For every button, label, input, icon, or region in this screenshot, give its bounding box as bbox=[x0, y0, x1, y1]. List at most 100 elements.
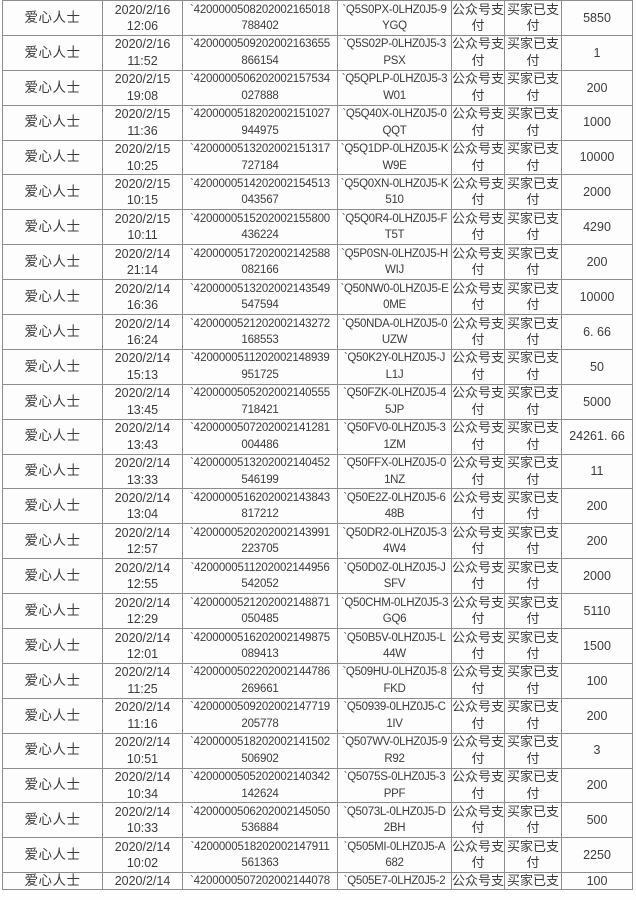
pay-status-cell: 买家已支 付 bbox=[504, 837, 562, 874]
donor-cell: 爱心人士 bbox=[2, 662, 103, 699]
pay-channel-cell: 公众号支 付 bbox=[451, 104, 505, 141]
datetime-cell: 2020/2/14 10:33 bbox=[102, 802, 183, 839]
transaction-id-cell: `4200000505202002140555 718421 bbox=[182, 383, 338, 420]
order-id-cell: `Q5P0SN-0LHZ0J5-H WIJ bbox=[337, 244, 452, 281]
table-row: 爱心人士 2020/2/14 10:51 `420000051820200214… bbox=[2, 732, 633, 769]
pay-status-cell: 买家已支 付 bbox=[504, 453, 562, 490]
table-row: 爱心人士 2020/2/14 13:04 `420000051620200214… bbox=[2, 488, 633, 525]
table-row: 爱心人士 2020/2/14 12:55 `420000051120200214… bbox=[2, 558, 633, 595]
pay-channel-cell: 公众号支 付 bbox=[451, 209, 505, 246]
pay-status-cell: 买家已支 付 bbox=[504, 69, 562, 106]
pay-channel-cell: 公众号支 付 bbox=[451, 662, 505, 699]
pay-status-cell: 买家已支 付 bbox=[504, 628, 562, 664]
transaction-id-cell: `4200000509202002163655 866154 bbox=[182, 34, 338, 71]
donor-cell: 爱心人士 bbox=[2, 34, 103, 71]
amount-cell: 200 bbox=[561, 523, 633, 560]
datetime-cell: 2020/2/16 12:06 bbox=[102, 0, 183, 36]
pay-channel-cell: 公众号支 付 bbox=[451, 418, 505, 455]
pay-channel-cell: 公众号支 付 bbox=[451, 279, 505, 316]
transaction-id-cell: `4200000507202002144078 bbox=[182, 872, 338, 891]
pay-channel-cell: 公众号支 付 bbox=[451, 802, 505, 839]
transaction-id-cell: `4200000513202002151317 727184 bbox=[182, 139, 338, 176]
order-id-cell: `Q5S02P-0LHZ0J5-3 PSX bbox=[337, 34, 452, 71]
order-id-cell: `Q50NW0-0LHZ0J5-E 0ME bbox=[337, 279, 452, 316]
amount-cell: 2250 bbox=[561, 837, 633, 874]
donor-cell: 爱心人士 bbox=[2, 697, 103, 734]
transaction-id-cell: `4200000511202002144956 542052 bbox=[182, 558, 338, 595]
order-id-cell: `Q507WV-0LHZ0J5-9 R92 bbox=[337, 732, 452, 769]
pay-status-cell: 买家已支 付 bbox=[504, 523, 562, 560]
pay-status-cell: 买家已支 付 bbox=[504, 279, 562, 316]
pay-status-cell: 买家已支 付 bbox=[504, 662, 562, 699]
donor-cell: 爱心人士 bbox=[2, 593, 103, 630]
datetime-cell: 2020/2/14 10:51 bbox=[102, 732, 183, 769]
datetime-cell: 2020/2/14 12:01 bbox=[102, 628, 183, 664]
pay-channel-cell: 公众号支 付 bbox=[451, 453, 505, 490]
table-row: 爱心人士 2020/2/14 10:02 `420000051820200214… bbox=[2, 837, 633, 874]
order-id-cell: `Q5075S-0LHZ0J5-3 PPF bbox=[337, 767, 452, 804]
datetime-cell: 2020/2/14 13:04 bbox=[102, 488, 183, 525]
transaction-id-cell: `4200000513202002143549 547594 bbox=[182, 279, 338, 316]
donor-cell: 爱心人士 bbox=[2, 453, 103, 490]
table-row: 爱心人士 2020/2/14 16:36 `420000051320200214… bbox=[2, 279, 633, 316]
datetime-cell: 2020/2/14 21:14 bbox=[102, 244, 183, 281]
amount-cell: 2000 bbox=[561, 174, 633, 211]
pay-channel-cell: 公众号支 付 bbox=[451, 593, 505, 630]
donor-cell: 爱心人士 bbox=[2, 0, 103, 36]
pay-status-cell: 买家已支 付 bbox=[504, 174, 562, 211]
transaction-id-cell: `4200000514202002154513 043567 bbox=[182, 174, 338, 211]
table-row: 爱心人士 2020/2/15 19:08 `420000050620200215… bbox=[2, 69, 633, 106]
table-row: 爱心人士 2020/2/15 10:25 `420000051320200215… bbox=[2, 139, 633, 176]
transaction-id-cell: `4200000506202002157534 027888 bbox=[182, 69, 338, 106]
amount-cell: 1000 bbox=[561, 104, 633, 141]
table-row: 爱心人士 2020/2/14 12:57 `420000052020200214… bbox=[2, 523, 633, 560]
pay-channel-cell: 公众号支 付 bbox=[451, 837, 505, 874]
donor-cell: 爱心人士 bbox=[2, 383, 103, 420]
amount-cell: 50 bbox=[561, 348, 633, 385]
pay-status-cell: 买家已支 付 bbox=[504, 209, 562, 246]
datetime-cell: 2020/2/14 12:55 bbox=[102, 558, 183, 595]
donor-cell: 爱心人士 bbox=[2, 348, 103, 385]
pay-status-cell: 买家已支 bbox=[504, 872, 562, 891]
transaction-id-cell: `4200000515202002155800 436224 bbox=[182, 209, 338, 246]
table-row: 爱心人士 2020/2/14 12:29 `420000052120200214… bbox=[2, 593, 633, 630]
pay-channel-cell: 公众号支 付 bbox=[451, 697, 505, 734]
order-id-cell: `Q50E2Z-0LHZ0J5-6 48B bbox=[337, 488, 452, 525]
pay-status-cell: 买家已支 付 bbox=[504, 593, 562, 630]
order-id-cell: `Q5S0PX-0LHZ0J5-9 YGQ bbox=[337, 0, 452, 36]
pay-status-cell: 买家已支 付 bbox=[504, 314, 562, 350]
pay-status-cell: 买家已支 付 bbox=[504, 348, 562, 385]
pay-status-cell: 买家已支 付 bbox=[504, 488, 562, 525]
pay-status-cell: 买家已支 付 bbox=[504, 767, 562, 804]
table-row: 爱心人士 2020/2/14 12:01 `420000051620200214… bbox=[2, 628, 633, 664]
amount-cell: 200 bbox=[561, 69, 633, 106]
amount-cell: 200 bbox=[561, 244, 633, 281]
order-id-cell: `Q5073L-0LHZ0J5-D 2BH bbox=[337, 802, 452, 839]
pay-status-cell: 买家已支 付 bbox=[504, 0, 562, 36]
donor-cell: 爱心人士 bbox=[2, 174, 103, 211]
order-id-cell: `Q50DR2-0LHZ0J5-3 4W4 bbox=[337, 523, 452, 560]
order-id-cell: `Q509HU-0LHZ0J5-8 FKD bbox=[337, 662, 452, 699]
datetime-cell: 2020/2/14 10:02 bbox=[102, 837, 183, 874]
amount-cell: 500 bbox=[561, 802, 633, 839]
amount-cell: 200 bbox=[561, 697, 633, 734]
transaction-id-cell: `4200000518202002141502 506902 bbox=[182, 732, 338, 769]
pay-status-cell: 买家已支 付 bbox=[504, 383, 562, 420]
table-row: 爱心人士 2020/2/14 10:34 `420000050520200214… bbox=[2, 767, 633, 804]
pay-channel-cell: 公众号支 付 bbox=[451, 628, 505, 664]
donor-cell: 爱心人士 bbox=[2, 418, 103, 455]
transaction-id-cell: `4200000509202002147719 205778 bbox=[182, 697, 338, 734]
transaction-id-cell: `4200000505202002140342 142624 bbox=[182, 767, 338, 804]
amount-cell: 100 bbox=[561, 872, 633, 891]
datetime-cell: 2020/2/16 11:52 bbox=[102, 34, 183, 71]
pay-channel-cell: 公众号支 bbox=[451, 872, 505, 891]
table-row: 爱心人士 2020/2/14 11:25 `420000050220200214… bbox=[2, 662, 633, 699]
donor-cell: 爱心人士 bbox=[2, 209, 103, 246]
transaction-id-cell: `4200000520202002143991 223705 bbox=[182, 523, 338, 560]
amount-cell: 5000 bbox=[561, 383, 633, 420]
donor-cell: 爱心人士 bbox=[2, 628, 103, 664]
order-id-cell: `Q50NDA-0LHZ0J5-0 UZW bbox=[337, 314, 452, 350]
datetime-cell: 2020/2/14 13:33 bbox=[102, 453, 183, 490]
